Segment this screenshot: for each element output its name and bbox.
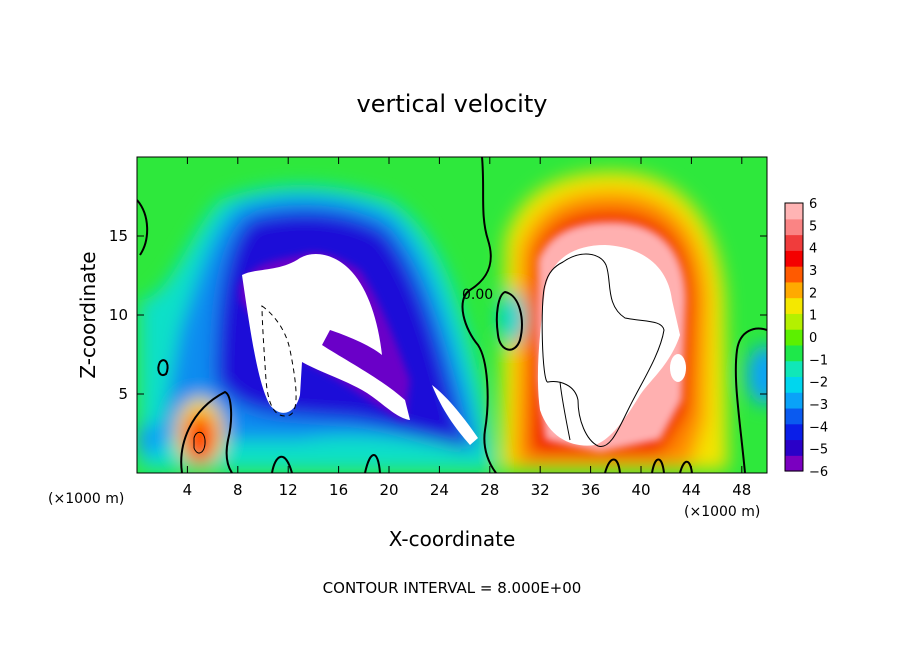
y-tick-label: 10 [109, 306, 128, 324]
colorbar-swatch [785, 297, 803, 314]
x-tick-label: 32 [531, 481, 550, 499]
colorbar-tick-label: −4 [809, 420, 828, 435]
contour-interval-note: CONTOUR INTERVAL = 8.000E+00 [323, 579, 582, 597]
y-axis-label: Z-coordinate [76, 251, 100, 378]
colorbar-tick-label: 2 [809, 286, 817, 301]
updraft-core-patch [670, 354, 686, 382]
x-tick-label: 4 [183, 481, 193, 499]
small-updraft-core [184, 412, 216, 464]
zero-contour-right [734, 327, 767, 473]
colorbar-swatch [785, 376, 803, 393]
colorbar-swatch [785, 329, 803, 346]
x-tick-label: 36 [581, 481, 600, 499]
y-tick-label: 5 [118, 385, 128, 403]
bottom-contour-a [271, 455, 293, 473]
y-tick-label: 15 [109, 227, 128, 245]
downdraft-streak [432, 385, 478, 445]
updraft-contour [541, 253, 665, 447]
colorbar-tick-label: −1 [809, 353, 828, 368]
colorbar-tick-label: −2 [809, 376, 828, 391]
right-edge-down [747, 345, 767, 405]
x-tick-label: 24 [430, 481, 449, 499]
zero-contour-mid [461, 157, 497, 473]
colorbar-swatch [785, 250, 803, 267]
colorbar-swatch [785, 266, 803, 283]
colorbar: 6 5 4 3 2 1 0 −1 −2 −3 −4 −5 −6 [784, 197, 828, 480]
small-updraft-contour [193, 431, 206, 454]
contour-lines [137, 157, 767, 473]
colorbar-tick-label: 4 [809, 242, 817, 257]
downdraft-core [242, 253, 410, 420]
updraft-core [537, 245, 680, 446]
colorbar-tick-label: −3 [809, 398, 828, 413]
x-unit-label-left: (×1000 m) [48, 491, 124, 507]
zero-contour-left-low [180, 390, 233, 473]
x-tick-label: 16 [329, 481, 348, 499]
x-tick-label: 12 [279, 481, 298, 499]
colorbar-swatch [785, 313, 803, 330]
colorbar-frame [784, 202, 804, 472]
contour-label: 0.00 [462, 287, 493, 303]
colorbar-tick-label: 0 [809, 331, 817, 346]
colorbar-tick-label: 1 [809, 309, 817, 324]
x-unit-label-right: (×1000 m) [684, 504, 760, 520]
bottom-contour-b [364, 454, 381, 473]
x-tick-label: 44 [682, 481, 701, 499]
colorbar-tick-label: 5 [809, 219, 817, 234]
colorbar-swatch [785, 360, 803, 378]
y-axis: 5 10 15 [109, 227, 767, 403]
colorbar-swatch [785, 281, 803, 299]
colorbar-swatch [785, 218, 803, 236]
colorbar-swatch [785, 203, 803, 220]
colorbar-swatch [785, 392, 803, 409]
colorbar-swatch [785, 423, 803, 441]
colorbar-tick-label: 6 [809, 197, 817, 212]
x-axis: 4 8 12 16 20 24 28 32 36 40 44 48 [183, 157, 751, 499]
bottom-contour-c [604, 458, 621, 473]
colorbar-swatch [785, 344, 803, 362]
zero-contour-loop [495, 290, 523, 351]
x-tick-label: 48 [732, 481, 751, 499]
x-tick-label: 40 [631, 481, 650, 499]
colorbar-swatch [785, 455, 803, 472]
zero-contour-left [137, 199, 149, 256]
x-tick-label: 28 [480, 481, 499, 499]
colorbar-tick-label: −6 [809, 465, 828, 480]
chart-title: vertical velocity [357, 90, 548, 118]
bottom-contour-d [651, 458, 665, 473]
left-edge-down [137, 424, 164, 456]
updraft-inner-line [559, 381, 571, 441]
x-tick-label: 8 [233, 481, 243, 499]
x-axis-label: X-coordinate [389, 527, 516, 551]
x-tick-label: 20 [379, 481, 398, 499]
velocity-field [137, 157, 767, 473]
colorbar-swatch [785, 439, 803, 456]
zero-contour-small [157, 359, 169, 376]
colorbar-tick-label: −5 [809, 443, 828, 458]
colorbar-swatch [785, 234, 803, 251]
colorbar-swatch [785, 407, 803, 425]
colorbar-tick-label: 3 [809, 264, 817, 279]
dashed-contour [261, 305, 297, 417]
